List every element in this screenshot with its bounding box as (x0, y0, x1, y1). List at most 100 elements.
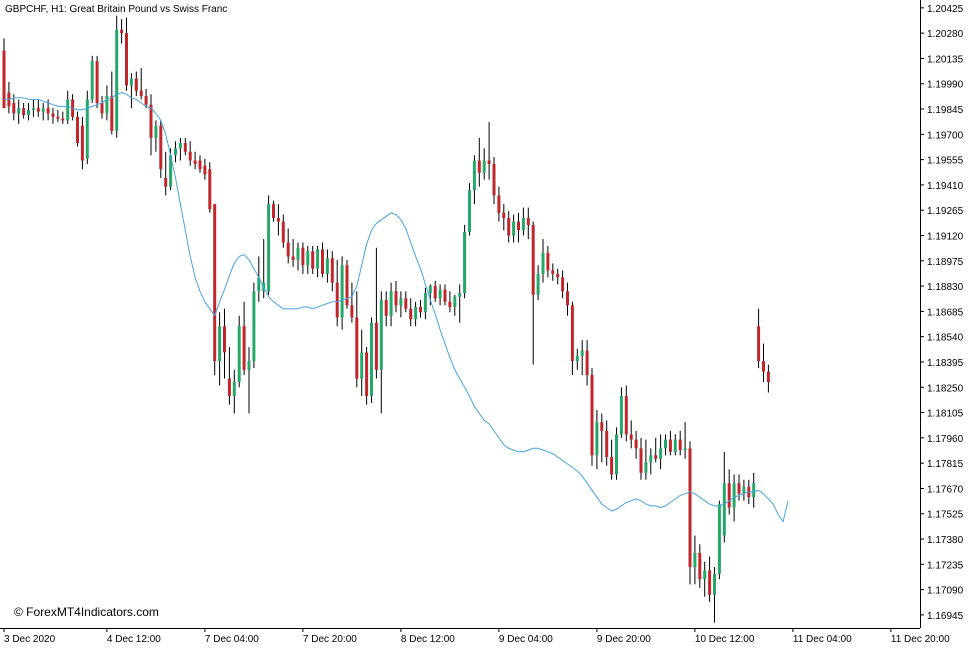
bear-candle-body (678, 439, 682, 451)
chart-title: GBPCHF, H1: Great Britain Pound vs Swiss… (5, 4, 227, 15)
price-tick-label: 1.19265 (927, 206, 964, 217)
candle (668, 430, 672, 456)
bull-candle-body (85, 99, 89, 159)
bear-candle-body (139, 90, 143, 96)
price-tick-label: 1.16945 (927, 611, 964, 622)
price-tick-label: 1.17090 (927, 586, 964, 597)
candle (585, 340, 589, 386)
candle (458, 284, 462, 323)
candle (330, 251, 334, 292)
candle (487, 122, 491, 180)
candle (384, 291, 388, 327)
candle (546, 245, 550, 278)
bull-candle-body (458, 293, 462, 297)
candle (512, 214, 516, 243)
bear-candle-body (634, 439, 638, 449)
time-tick-label: 10 Dec 12:00 (695, 634, 755, 645)
bull-candle-body (306, 251, 310, 266)
candle (41, 102, 45, 121)
candle (51, 108, 55, 124)
candle (90, 55, 94, 103)
bear-candle-body (419, 307, 422, 313)
bull-candle-body (237, 326, 241, 383)
bear-candle-body (762, 361, 765, 372)
candle (580, 340, 584, 376)
candle (22, 102, 26, 119)
bear-candle-body (502, 212, 506, 219)
candle (247, 347, 251, 414)
bear-candle-body (95, 61, 99, 103)
candle (600, 413, 604, 463)
price-tick-label: 1.17960 (927, 434, 964, 445)
candle (531, 221, 535, 365)
candle (693, 535, 697, 585)
candle (237, 315, 241, 388)
candle (345, 259, 349, 309)
bear-candle-body (404, 298, 408, 309)
bear-candle-body (766, 371, 770, 383)
candle (174, 141, 177, 163)
bear-candle-body (213, 204, 217, 362)
candle (281, 214, 285, 248)
bull-candle-body (664, 439, 667, 449)
bear-candle-body (22, 108, 26, 116)
candle (17, 99, 21, 124)
candle (521, 207, 525, 236)
candle (762, 343, 765, 383)
candle (31, 99, 35, 117)
bull-candle-body (615, 434, 618, 475)
bear-candle-body (556, 273, 560, 278)
price-tick-label: 1.17815 (927, 459, 964, 470)
bear-candle-body (624, 395, 628, 435)
bull-candle-body (296, 247, 300, 260)
candle (125, 17, 128, 91)
bear-candle-body (531, 225, 535, 295)
bull-candle-body (683, 448, 687, 451)
bear-candle-body (737, 483, 741, 494)
candle (551, 263, 555, 281)
bull-candle-body (414, 307, 418, 320)
price-tick-label: 1.19120 (927, 232, 964, 243)
bull-candle-body (438, 289, 442, 299)
candle (389, 282, 393, 327)
price-tick-label: 1.20425 (927, 4, 964, 15)
price-tick-label: 1.19845 (927, 105, 964, 116)
bear-candle-body (727, 483, 731, 508)
bear-candle-body (286, 242, 290, 257)
bull-candle-body (17, 108, 21, 114)
candle (649, 448, 653, 475)
bull-candle-body (267, 204, 271, 292)
candle (129, 73, 133, 109)
candle (497, 186, 501, 222)
candle (678, 430, 682, 456)
price-tick-label: 1.19410 (927, 181, 964, 192)
price-tick-label: 1.18250 (927, 383, 964, 394)
candle (605, 420, 609, 466)
candle (644, 439, 648, 480)
bear-candle-body (56, 116, 60, 119)
bull-candle-body (247, 361, 251, 370)
candle (164, 151, 168, 196)
bull-candle-body (370, 322, 373, 396)
candle (477, 137, 481, 187)
bear-candle-body (487, 160, 491, 164)
candle (355, 291, 359, 388)
candle (257, 256, 261, 302)
candle (56, 109, 60, 123)
bear-candle-body (566, 291, 569, 306)
candle (590, 368, 594, 466)
bear-candle-body (605, 430, 609, 458)
candle (76, 111, 79, 147)
time-tick-label: 8 Dec 12:00 (401, 634, 455, 645)
price-tick-label: 1.17235 (927, 560, 964, 571)
candle (556, 268, 560, 285)
bull-candle-body (580, 350, 584, 356)
candle (100, 95, 104, 119)
candle (85, 90, 89, 164)
bear-candle-body (46, 108, 50, 114)
bear-candle-body (517, 221, 520, 231)
bear-candle-body (546, 252, 550, 271)
candle (683, 422, 687, 459)
candle (193, 151, 197, 170)
bear-candle-body (497, 195, 501, 213)
